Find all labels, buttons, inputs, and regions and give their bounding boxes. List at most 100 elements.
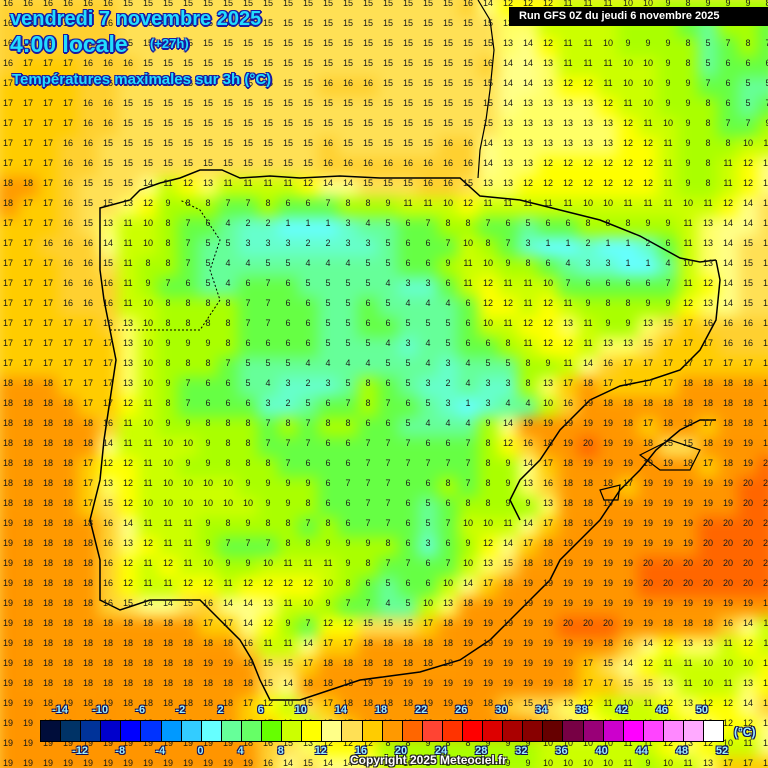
temperature-value: 8 [185,358,191,368]
temperature-value: 19 [442,678,453,688]
temperature-value: 14 [722,258,733,268]
temperature-value: 9 [265,478,271,488]
temperature-value: 15 [302,38,313,48]
temperature-value: 13 [502,178,513,188]
temperature-value: 4 [465,418,471,428]
temperature-value: 8 [205,358,211,368]
temperature-value: 18 [222,678,233,688]
temperature-value: 20 [662,558,673,568]
temperature-value: 15 [762,198,768,208]
temperature-value: 15 [542,698,553,708]
temperature-value: 9 [205,538,211,548]
temperature-value: 13 [542,118,553,128]
temperature-value: 18 [22,578,33,588]
temperature-value: 4 [385,598,391,608]
temperature-value: 18 [102,658,113,668]
temperature-value: 9 [285,478,291,488]
temperature-value: 3 [445,398,451,408]
temperature-value: 18 [362,638,373,648]
legend-swatch [241,721,263,741]
temperature-value: 10 [562,758,573,768]
temperature-value: 11 [143,458,153,468]
temperature-value: 8 [445,478,451,488]
temperature-value: 19 [522,598,533,608]
temperature-value: 7 [405,458,411,468]
temperature-value: 19 [582,398,593,408]
temperature-value: 19 [2,758,13,768]
temperature-value: 8 [705,158,711,168]
temperature-value: 15 [222,158,233,168]
temperature-value: 15 [282,158,293,168]
legend-swatch [543,721,564,741]
temperature-value: 15 [142,38,153,48]
temperature-value: 15 [202,78,213,88]
temperature-value: 11 [603,58,613,68]
temperature-value: 10 [742,658,753,668]
temperature-value: 17 [2,318,13,328]
temperature-value: 7 [385,458,391,468]
temperature-value: 11 [583,318,593,328]
legend-swatch [61,721,82,741]
temperature-value: 20 [742,518,753,528]
temperature-value: 15 [682,438,693,448]
temperature-value: 18 [22,398,33,408]
temperature-value: 19 [662,458,673,468]
temperature-value: 18 [562,498,573,508]
temperature-value: 12 [622,118,633,128]
temperature-value: 12 [602,158,613,168]
temperature-value: 18 [22,458,33,468]
temperature-value: 15 [262,658,273,668]
temperature-value: 17 [582,678,593,688]
temperature-value: 19 [522,638,533,648]
temperature-value: 4 [305,258,311,268]
temperature-value: 18 [762,378,768,388]
temperature-value: 7 [225,358,231,368]
temperature-value: 12 [722,698,733,708]
temperature-value: 15 [202,0,213,8]
temperature-value: 15 [302,698,313,708]
temperature-value: 15 [622,678,633,688]
temperature-value: 9 [525,498,531,508]
temperature-value: 8 [225,518,231,528]
temperature-value: 9 [145,278,151,288]
temperature-value: 7 [305,418,311,428]
temperature-value: 15 [242,98,253,108]
temperature-value: 19 [442,698,453,708]
temperature-value: 18 [42,378,53,388]
temperature-value: 7 [185,258,191,268]
legend-swatch [181,721,202,741]
temperature-value: 12 [582,78,593,88]
legend-swatch [362,721,383,741]
temperature-value: 18 [2,478,13,488]
temperature-value: 16 [82,138,93,148]
temperature-value: 11 [583,0,593,8]
temperature-value: 8 [405,738,411,748]
temperature-value: 8 [165,298,171,308]
temperature-value: 7 [305,618,311,628]
temperature-value: 19 [522,578,533,588]
temperature-value: 18 [442,638,453,648]
temperature-value: 7 [425,218,431,228]
temperature-value: 17 [42,158,53,168]
temperature-value: 4 [325,258,331,268]
legend-swatch [704,721,724,741]
temperature-value: 4 [425,358,431,368]
temperature-value: 2 [445,378,451,388]
temperature-value: 8 [185,298,191,308]
legend-swatch [684,721,705,741]
temperature-value: 15 [462,38,473,48]
temperature-value: 15 [202,38,213,48]
temperature-value: 8 [365,198,371,208]
temperature-value: 20 [762,458,768,468]
temperature-value: 18 [42,478,53,488]
temperature-value: 19 [642,618,653,628]
temperature-value: 15 [142,18,153,28]
legend-tick-label: 38 [575,704,588,716]
temperature-value: 19 [702,498,713,508]
legend-tick-label: 8 [277,745,284,757]
temperature-value: 18 [582,478,593,488]
temperature-value: 7 [265,438,271,448]
temperature-value: 15 [322,38,333,48]
legend-swatch [141,721,162,741]
temperature-value: 20 [582,618,593,628]
